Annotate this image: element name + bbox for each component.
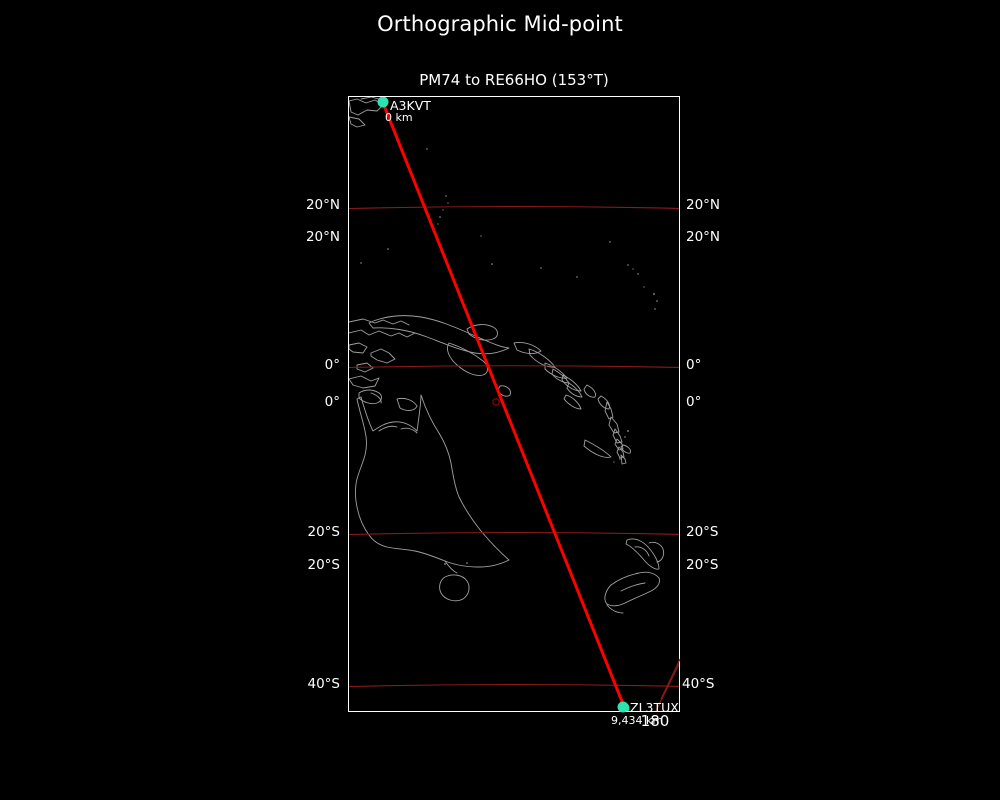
figure-title: Orthographic Mid-point xyxy=(377,12,623,36)
lat-label-right-3: 0° xyxy=(686,394,702,410)
lat-label-right-2: 0° xyxy=(686,357,702,373)
parallel-20S xyxy=(349,531,679,536)
parallel-40S xyxy=(349,683,679,688)
lat-label-right-5: 20°S xyxy=(686,557,719,573)
lat-label-left-0: 20°N xyxy=(305,197,340,213)
parallel-0 xyxy=(349,365,679,369)
map-plot xyxy=(349,97,679,713)
great-circle-path xyxy=(381,102,627,710)
graticule-parallels xyxy=(349,205,679,688)
endpoint-callsign-destination: ZL3TUX xyxy=(630,700,679,715)
lat-label-left-6: 40°S xyxy=(307,676,341,692)
lat-label-left-2: 0° xyxy=(324,357,340,373)
lat-label-right-6: 40°S xyxy=(682,676,715,692)
endpoint-marker-origin[interactable] xyxy=(377,97,389,108)
lon-label-180: 180 xyxy=(640,712,670,730)
lat-label-right-1: 20°N xyxy=(686,229,721,245)
lat-label-right-0: 20°N xyxy=(686,197,721,213)
lat-label-left-3: 0° xyxy=(324,394,340,410)
lat-label-left-1: 20°N xyxy=(305,229,340,245)
parallel-20N xyxy=(349,205,679,210)
endpoint-distance-origin: 0 km xyxy=(385,111,413,124)
lat-label-right-4: 20°S xyxy=(686,524,719,540)
lat-label-left-5: 20°S xyxy=(307,557,341,573)
midpoint-marker xyxy=(492,398,500,406)
endpoint-distance-destination: 9,434 km xyxy=(611,714,664,727)
endpoint-callsign-origin: A3KVT xyxy=(390,98,431,113)
map-axes[interactable] xyxy=(348,96,680,712)
lat-label-left-4: 20°S xyxy=(307,524,341,540)
endpoint-marker-destination[interactable] xyxy=(618,702,630,713)
axes-title: PM74 to RE66HO (153°T) xyxy=(419,71,609,89)
coastlines-layer xyxy=(349,97,665,614)
